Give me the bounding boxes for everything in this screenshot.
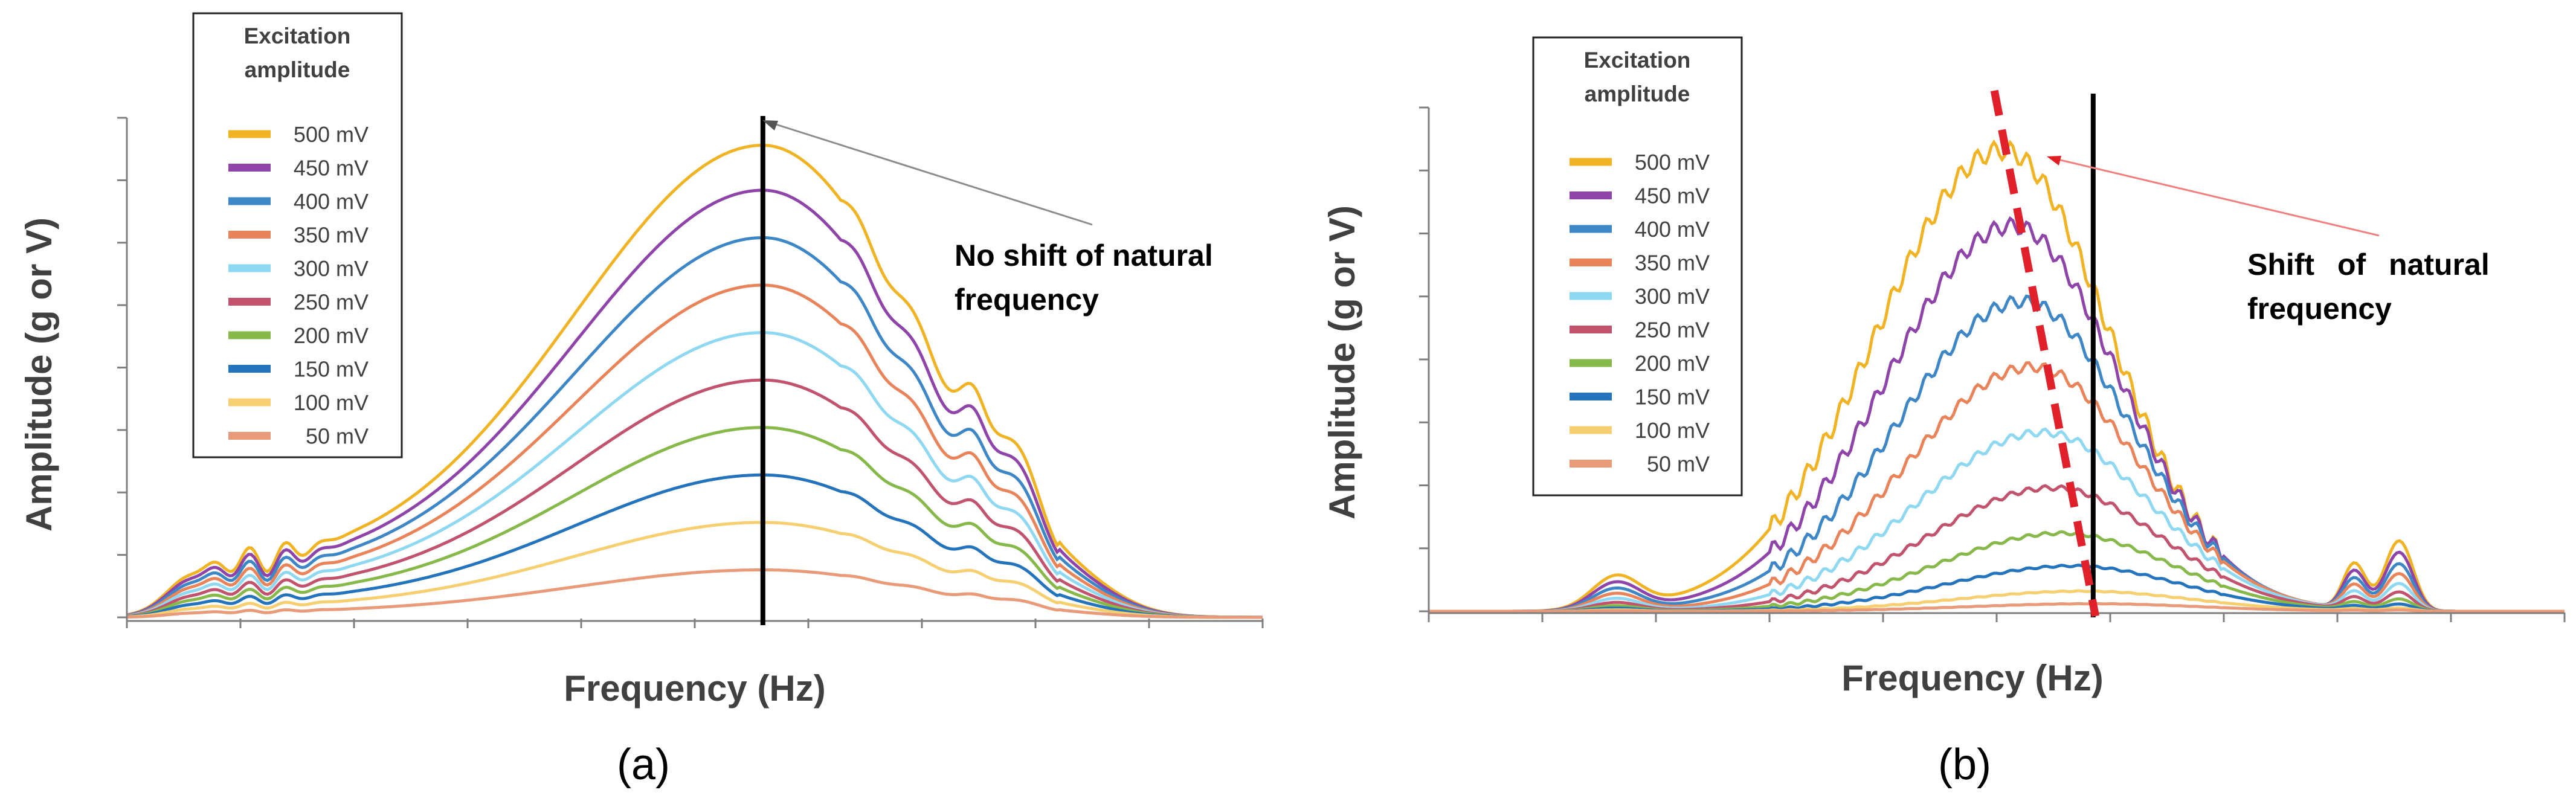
legend-label-450mv: 450 mV (294, 156, 369, 181)
series-line-250mv (1429, 484, 2565, 613)
panel-b-label: (b) (1938, 741, 1991, 789)
legend-label-100mv: 100 mV (1635, 418, 1710, 443)
legend-label-500mv: 500 mV (1635, 150, 1710, 175)
panel-b-annotation-line-1: Shift of natural (2247, 248, 2490, 281)
panel-a-legend-title-1: Excitation (244, 24, 351, 48)
series-line-50mv (126, 568, 1263, 619)
legend-label-200mv: 200 mV (294, 323, 369, 348)
panel-b-annotation-arrow (2052, 157, 2380, 237)
series-line-250mv (126, 378, 1263, 619)
series-line-200mv (1429, 530, 2565, 613)
series-line-50mv (1429, 602, 2565, 613)
legend-label-50mv: 50 mV (306, 424, 369, 449)
legend-label-250mv: 250 mV (294, 290, 369, 315)
panel-b-legend-items: 500 mV 450 mV 400 mV 350 mV 300 mV 250 mV 200 … (1570, 150, 1710, 477)
panel-a-arrowhead (762, 120, 778, 130)
series-line-350mv (126, 283, 1263, 619)
panel-b-annotation-line-2: frequency (2247, 292, 2392, 326)
panel-b-legend-box (1532, 36, 1743, 497)
panel-b-y-axis-label: Amplitude (g or V) (1322, 205, 1362, 519)
legend-label-150mv: 150 mV (294, 357, 369, 382)
legend-label-250mv: 250 mV (1635, 318, 1710, 342)
panel-a: No shift of natural frequency Amplitude … (19, 12, 1264, 789)
panel-b: Shift of natural frequency Amplitude (g … (1322, 36, 2566, 789)
series-line-500mv (1429, 139, 2565, 613)
series-line-450mv (1429, 216, 2565, 613)
series-line-200mv (126, 426, 1263, 619)
series-line-300mv (126, 331, 1263, 619)
panel-b-arrowhead (2047, 156, 2061, 166)
legend-label-450mv: 450 mV (1635, 184, 1710, 208)
panel-b-curves (1429, 139, 2565, 613)
panel-a-label: (a) (617, 741, 670, 789)
series-line-100mv (126, 521, 1263, 619)
panel-b-x-axis-label: Frequency (Hz) (1841, 658, 2103, 698)
legend-label-100mv: 100 mV (294, 390, 369, 415)
panel-a-legend-items: 500 mV 450 mV 400 mV 350 mV 300 mV 250 mV 200 … (228, 122, 369, 449)
legend-label-300mv: 300 mV (294, 256, 369, 281)
series-line-500mv (126, 143, 1263, 619)
legend-label-400mv: 400 mV (1635, 217, 1710, 242)
panel-b-legend-title-1: Excitation (1584, 48, 1691, 72)
panel-b-legend-title-2: amplitude (1585, 82, 1690, 106)
legend-label-350mv: 350 mV (294, 223, 369, 248)
panel-a-x-axis-label: Frequency (Hz) (564, 668, 825, 709)
panel-a-legend: Excitation amplitude 500 mV 450 mV 400 mV 3… (192, 12, 403, 458)
series-line-150mv (126, 473, 1263, 619)
panel-a-y-axis-label: Amplitude (g or V) (19, 217, 59, 532)
panel-a-annotation-line-2: frequency (955, 283, 1099, 317)
legend-label-200mv: 200 mV (1635, 351, 1710, 376)
series-line-400mv (1429, 294, 2565, 613)
panel-a-annotation-line-1: No shift of natural (955, 239, 1213, 272)
panel-a-legend-box (192, 12, 403, 458)
legend-label-500mv: 500 mV (294, 122, 369, 147)
panel-a-ticks (117, 117, 1264, 628)
series-line-300mv (1429, 427, 2565, 613)
series-line-350mv (1429, 361, 2565, 613)
panel-b-ticks (1419, 106, 2566, 622)
legend-label-350mv: 350 mV (1635, 251, 1710, 275)
legend-label-50mv: 50 mV (1647, 452, 1710, 477)
panel-a-curves (126, 143, 1263, 619)
series-line-450mv (126, 188, 1263, 619)
panel-a-legend-title-2: amplitude (245, 57, 350, 82)
legend-label-150mv: 150 mV (1635, 385, 1710, 410)
panel-b-legend: Excitation amplitude 500 mV 450 mV 400 mV 3… (1532, 36, 1743, 497)
panel-a-annotation-arrow (768, 121, 1093, 226)
series-line-400mv (126, 236, 1263, 619)
legend-label-300mv: 300 mV (1635, 284, 1710, 309)
series-line-150mv (1429, 564, 2565, 613)
panel-b-shift-trend-line (1990, 89, 2099, 617)
legend-label-400mv: 400 mV (294, 189, 369, 214)
